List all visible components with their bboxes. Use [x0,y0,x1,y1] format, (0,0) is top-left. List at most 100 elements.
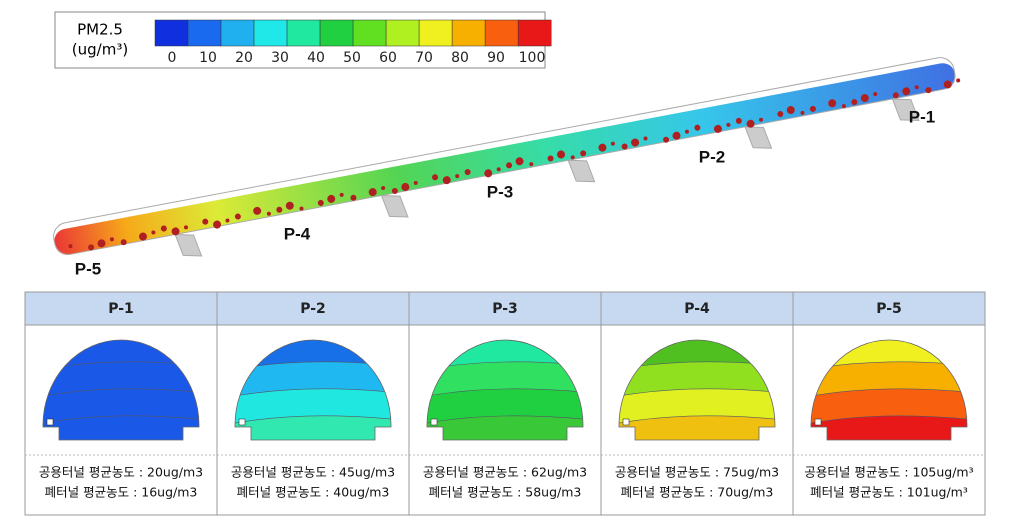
inlet-marker [46,418,54,426]
dome-outline [618,339,776,441]
particle [777,111,784,118]
fin [891,98,920,121]
cell-text: 공용터널 평균농도 : 75ug/m3 [615,465,779,480]
colorbar-swatch [418,19,453,47]
position-label: P-5 [75,259,101,278]
inlet-marker [430,418,438,426]
colorbar-title: PM2.5 [77,21,123,39]
contour [427,340,583,440]
colorbar-tick: 60 [379,50,397,66]
column-header: P-5 [876,301,902,317]
dome-outline [42,339,200,441]
particle [759,117,764,122]
colorbar-tick: 20 [235,50,253,66]
contour-band [811,415,967,440]
cell-text: 폐터널 평균농도 : 16ug/m3 [45,485,198,500]
colorbar-unit: (ug/m³) [72,41,128,59]
dome-outline [426,339,584,441]
contour [619,340,775,440]
contour [235,340,391,440]
dome-outline [234,339,392,441]
column-header: P-1 [108,301,134,317]
particle [841,104,846,109]
particle [902,87,911,96]
particle [713,124,722,133]
table-frame [24,291,986,516]
particle [120,239,127,246]
particle [694,124,701,131]
tunnel [53,57,961,257]
particle [225,218,230,223]
particle [556,150,565,159]
particle [735,117,742,124]
position-label: P-4 [284,224,311,243]
position-label: P-2 [699,147,725,166]
particle [873,92,878,97]
particle [631,138,640,147]
column-header: P-4 [684,301,710,317]
particle [413,180,418,185]
column-header: P-2 [300,301,326,317]
particle [327,194,336,203]
particle [914,85,919,90]
particle [88,244,95,251]
column-header: P-3 [492,301,518,317]
particle [464,169,471,176]
particle [828,99,837,108]
particle [381,186,386,191]
cell-text: 공용터널 평균농도 : 105ug/m³ [804,465,973,480]
particle [171,227,180,236]
fin [744,126,773,149]
particle [368,188,377,197]
colorbar-tick: 30 [271,50,289,66]
particle [580,150,587,157]
table: P-1 공용터널 평균농도 : 20ug/m3 폐터널 평균농도 : 16ug/m3… [24,291,986,516]
particle [213,220,222,229]
colorbar-swatch [451,19,486,47]
particle [672,131,681,140]
particle [800,110,805,115]
particle [184,225,189,230]
colorbar-swatch [220,19,255,47]
particle [860,94,869,103]
particle [160,225,167,232]
particle [684,129,689,134]
colorbar-swatch [286,19,321,47]
colorbar-tick: 0 [168,50,177,66]
colorbar-tick: 40 [307,50,325,66]
particle [285,201,294,210]
contour [811,340,967,440]
inlet-marker [622,418,630,426]
particle [943,80,952,89]
colorbar-tick: 10 [199,50,217,66]
particle [234,213,241,220]
colorbar-tick: 80 [451,50,469,66]
particle [391,187,398,194]
particle [138,232,147,241]
particle [276,206,283,213]
colorbar-swatch [352,19,387,47]
particle [202,218,209,225]
cell-text: 폐터널 평균농도 : 70ug/m3 [621,485,774,500]
particle [151,230,156,235]
inlet-marker [814,418,822,426]
particle [529,162,534,167]
contour-band [427,415,583,440]
colorbar-swatch [319,19,354,47]
particle [266,211,271,216]
particle [109,237,114,242]
colorbar-swatch [154,19,189,47]
colorbar-swatch [484,19,519,47]
particle [956,78,961,83]
colorbar-tick: 50 [343,50,361,66]
particle [299,206,304,211]
particle [350,194,357,201]
tunnel-body [54,63,956,255]
fin [567,159,596,183]
colorbar: 0 10 20 30 40 50 60 70 80 90 100 [154,19,552,66]
colorbar-tick: 100 [519,50,546,66]
particle [506,162,513,169]
particle [339,192,344,197]
particle [401,182,410,191]
